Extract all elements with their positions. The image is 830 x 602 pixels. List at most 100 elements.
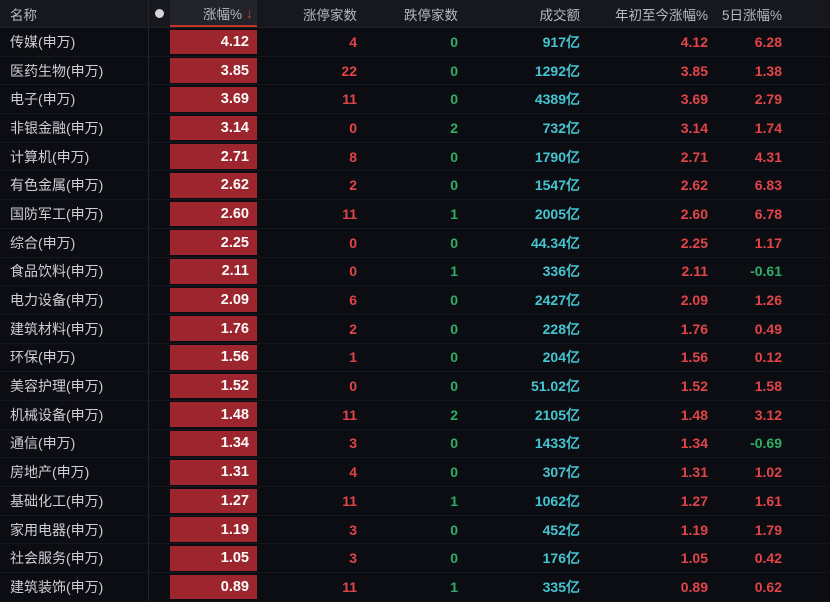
limit-up-count: 4 [349, 464, 357, 481]
table-row[interactable]: 社会服务(申万) 1.05 3 0 176亿 1.05 0.42 [0, 544, 830, 574]
spacer-cell [148, 85, 170, 114]
five-day-change-value: 1.58 [754, 378, 782, 395]
ytd-change-value: 2.09 [680, 292, 708, 309]
change-cell: 3.85 [170, 57, 257, 85]
turnover-value: 228亿 [542, 320, 580, 337]
limit-down-count: 0 [450, 435, 458, 452]
change-percent-bar: 1.76 [170, 316, 257, 342]
change-cell: 2.62 [170, 171, 257, 199]
table-row[interactable]: 电子(申万) 3.69 11 0 4389亿 3.69 2.79 [0, 85, 830, 115]
limit-down-count: 2 [450, 119, 458, 136]
table-row[interactable]: 电力设备(申万) 2.09 6 0 2427亿 2.09 1.26 [0, 286, 830, 315]
limit-up-count: 11 [342, 205, 357, 222]
col-header-limit-up[interactable]: 涨停家数 [303, 7, 357, 23]
table-row[interactable]: 建筑装饰(申万) 0.89 11 1 335亿 0.89 0.62 [0, 573, 830, 602]
limit-up-count: 11 [342, 406, 357, 423]
limit-up-count: 11 [342, 578, 357, 595]
limit-up-count: 0 [349, 119, 357, 136]
spacer-cell [148, 314, 170, 343]
limit-up-count: 0 [349, 378, 357, 395]
limit-down-count: 0 [450, 292, 458, 309]
ytd-change-value: 1.19 [680, 521, 708, 538]
change-cell: 2.09 [170, 286, 257, 314]
table-row[interactable]: 美容护理(申万) 1.52 0 0 51.02亿 1.52 1.58 [0, 372, 830, 401]
ytd-change-value: 2.25 [680, 234, 708, 251]
table-row[interactable]: 传媒(申万) 4.12 4 0 917亿 4.12 6.28 [0, 28, 830, 57]
ytd-change-value: 1.76 [680, 320, 708, 337]
turnover-value: 732亿 [542, 119, 580, 136]
change-percent-bar: 1.48 [170, 402, 257, 428]
sector-name: 电力设备(申万) [10, 292, 104, 309]
col-header-5day-change[interactable]: 5日涨幅% [721, 7, 782, 23]
table-row[interactable]: 家用电器(申万) 1.19 3 0 452亿 1.19 1.79 [0, 515, 830, 545]
ytd-change-value: 2.11 [681, 263, 708, 280]
ytd-change-value: 1.31 [680, 464, 708, 481]
limit-down-count: 1 [450, 263, 458, 280]
five-day-change-value: -0.69 [750, 435, 782, 452]
sector-name: 计算机(申万) [10, 148, 90, 165]
ytd-change-value: 1.05 [680, 550, 708, 567]
sector-name: 建筑装饰(申万) [10, 578, 104, 595]
change-percent-bar: 2.25 [170, 230, 257, 255]
table-row[interactable]: 综合(申万) 2.25 0 0 44.34亿 2.25 1.17 [0, 228, 830, 258]
col-header-limit-down[interactable]: 跌停家数 [404, 7, 458, 23]
col-header-ytd-change[interactable]: 年初至今涨幅% [614, 7, 708, 23]
change-cell: 2.60 [170, 200, 257, 228]
change-cell: 2.71 [170, 143, 257, 171]
spacer-cell [148, 573, 170, 601]
table-row[interactable]: 有色金属(申万) 2.62 2 0 1547亿 2.62 6.83 [0, 171, 830, 201]
limit-down-count: 0 [450, 234, 458, 251]
table-row[interactable]: 基础化工(申万) 1.27 11 1 1062亿 1.27 1.61 [0, 487, 830, 516]
col-header-turnover[interactable]: 成交额 [539, 7, 581, 23]
col-header-change[interactable]: 涨幅% ↓ [170, 0, 257, 27]
table-row[interactable]: 国防军工(申万) 2.60 11 1 2005亿 2.60 6.78 [0, 200, 830, 229]
change-percent-bar: 2.09 [170, 287, 257, 313]
turnover-value: 335亿 [542, 578, 580, 595]
table-row[interactable]: 医药生物(申万) 3.85 22 0 1292亿 3.85 1.38 [0, 56, 830, 86]
limit-up-count: 3 [349, 435, 357, 452]
five-day-change-value: 6.83 [754, 177, 782, 194]
table-row[interactable]: 环保(申万) 1.56 1 0 204亿 1.56 0.12 [0, 343, 830, 373]
ytd-change-value: 2.71 [680, 148, 708, 165]
sector-name: 传媒(申万) [10, 33, 76, 50]
spacer-cell [148, 200, 170, 228]
table-row[interactable]: 非银金融(申万) 3.14 0 2 732亿 3.14 1.74 [0, 114, 830, 143]
limit-up-count: 11 [342, 492, 357, 509]
col-header-name[interactable]: 名称 [10, 7, 37, 23]
turnover-value: 2105亿 [534, 406, 580, 423]
indicator-dot-icon[interactable] [148, 0, 170, 27]
five-day-change-value: 6.28 [754, 33, 782, 50]
table-row[interactable]: 机械设备(申万) 1.48 11 2 2105亿 1.48 3.12 [0, 400, 830, 430]
turnover-value: 917亿 [542, 33, 580, 50]
table-row[interactable]: 通信(申万) 1.34 3 0 1433亿 1.34 -0.69 [0, 429, 830, 459]
spacer-cell [148, 343, 170, 372]
table-row[interactable]: 计算机(申万) 2.71 8 0 1790亿 2.71 4.31 [0, 142, 830, 172]
five-day-change-value: 1.26 [754, 292, 782, 309]
spacer-cell [148, 28, 170, 56]
table-row[interactable]: 房地产(申万) 1.31 4 0 307亿 1.31 1.02 [0, 458, 830, 487]
five-day-change-value: 1.61 [754, 492, 782, 509]
turnover-value: 336亿 [542, 263, 580, 280]
ytd-change-value: 3.85 [680, 62, 708, 79]
turnover-value: 2427亿 [534, 292, 580, 309]
limit-down-count: 0 [450, 177, 458, 194]
ytd-change-value: 1.52 [680, 378, 708, 395]
turnover-value: 51.02亿 [530, 378, 580, 395]
turnover-value: 2005亿 [534, 205, 580, 222]
table-row[interactable]: 食品饮料(申万) 2.11 0 1 336亿 2.11 -0.61 [0, 257, 830, 287]
change-percent-bar: 1.31 [170, 459, 257, 485]
limit-down-count: 0 [450, 550, 458, 567]
change-cell: 3.14 [170, 114, 257, 142]
five-day-change-value: 1.74 [754, 119, 782, 136]
sector-name: 基础化工(申万) [10, 492, 104, 509]
spacer-cell [148, 487, 170, 515]
table-row[interactable]: 建筑材料(申万) 1.76 2 0 228亿 1.76 0.49 [0, 314, 830, 344]
turnover-value: 1433亿 [534, 435, 580, 452]
ytd-change-value: 1.48 [680, 406, 708, 423]
change-percent-bar: 4.12 [170, 29, 257, 55]
spacer-cell [148, 286, 170, 314]
change-percent-bar: 2.71 [170, 144, 257, 169]
ytd-change-value: 1.27 [680, 492, 708, 509]
limit-down-count: 0 [450, 521, 458, 538]
